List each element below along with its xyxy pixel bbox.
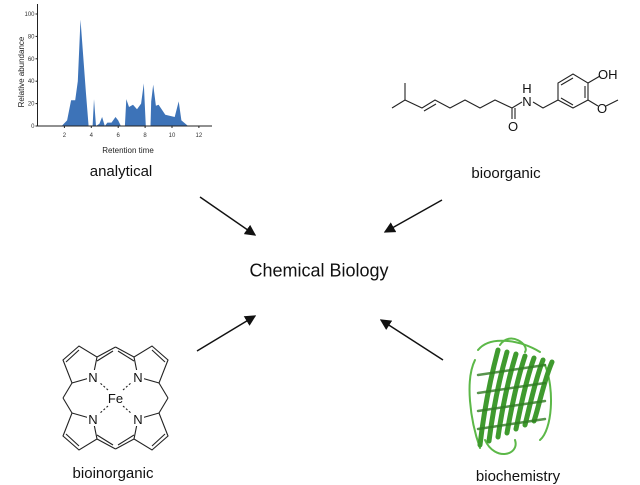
beta-strand: [531, 359, 555, 424]
x-tick-label: 10: [169, 133, 176, 139]
x-tick-label: 12: [196, 133, 203, 139]
meso-bond: [62, 382, 73, 399]
label-biochemistry: biochemistry: [475, 468, 561, 485]
double-bond: [96, 434, 114, 446]
x-tick-label: 8: [143, 133, 147, 139]
atom-o-carbonyl: O: [508, 119, 518, 134]
meso-bond: [96, 346, 116, 358]
meso-bond: [158, 397, 169, 414]
atom-n: N: [133, 370, 142, 385]
pyrrole-ring: [62, 412, 98, 451]
beta-strand: [486, 349, 510, 444]
ring-double: [560, 77, 574, 86]
coordination-bond: [98, 381, 109, 391]
meso-bond: [96, 438, 116, 450]
arrow-bioorganic: [383, 199, 443, 233]
x-tick-label: 2: [63, 133, 67, 139]
loop: [468, 359, 481, 449]
protein-ribbon: [468, 337, 555, 455]
x-axis-label: Retention time: [102, 146, 154, 155]
y-tick-label: 80: [28, 34, 35, 40]
double-bond: [151, 433, 166, 447]
ring-double: [560, 97, 574, 106]
bond: [532, 73, 589, 109]
y-tick-label: 20: [28, 102, 35, 108]
arrow-biochemistry: [379, 319, 444, 361]
label-bioinorganic: bioinorganic: [72, 465, 154, 482]
y-tick-label: 60: [28, 57, 35, 63]
beta-strand: [504, 353, 528, 436]
atom-oh: OH: [598, 67, 618, 82]
pyrrole-ring: [133, 345, 169, 384]
y-tick-label: 100: [24, 12, 35, 18]
meso-bond: [115, 438, 135, 450]
meso-bond: [62, 397, 73, 414]
center-label: Chemical Biology: [249, 260, 389, 281]
atom-bg: [87, 370, 99, 384]
label-analytical: analytical: [89, 163, 153, 180]
atom-bg: [132, 370, 144, 384]
beta-strand: [477, 347, 501, 448]
atom-n: N: [88, 412, 97, 427]
atom-h: H: [522, 81, 531, 96]
pyrrole-ring: [62, 345, 98, 384]
beta-strand: [495, 351, 519, 440]
atom-n: N: [133, 412, 142, 427]
atom-fe: Fe: [108, 391, 123, 406]
beta-strand-back: [476, 381, 547, 395]
arrow-bioinorganic: [196, 315, 257, 352]
coordination-bond: [122, 405, 133, 415]
pyrrole-ring: [133, 412, 169, 451]
coordination-bond: [122, 381, 133, 391]
bond: [587, 75, 601, 84]
chromatogram-area: [61, 19, 189, 127]
beta-strand-back: [476, 399, 547, 413]
y-tick-label: 0: [31, 124, 35, 130]
arrow-analytical: [199, 196, 257, 236]
loop: [484, 439, 517, 455]
label-bioorganic: bioorganic: [471, 165, 541, 182]
double-bond: [117, 434, 135, 446]
arrows: [196, 196, 444, 361]
atom-n: N: [522, 94, 531, 109]
loop: [499, 337, 527, 353]
meso-bond: [115, 346, 135, 358]
atom-o-methoxy: O: [597, 101, 607, 116]
atom-n: N: [88, 370, 97, 385]
bond: [587, 99, 599, 107]
porphyrin-structure: N N N N Fe: [62, 345, 169, 451]
atom-bg: [87, 412, 99, 426]
loop: [477, 339, 541, 353]
meso-bond: [158, 382, 169, 399]
y-axis-label: Relative abundance: [17, 36, 26, 107]
atom-bg: [132, 412, 144, 426]
double-bond: [423, 103, 437, 112]
x-tick-label: 6: [117, 133, 121, 139]
beta-strand-back: [476, 417, 547, 431]
double-bond: [96, 350, 114, 362]
bond: [605, 99, 619, 107]
bond: [391, 99, 523, 109]
double-bond: [65, 349, 80, 363]
double-bond: [151, 349, 166, 363]
beta-strand-back: [476, 363, 547, 377]
x-tick-label: 4: [90, 133, 94, 139]
chromatogram-chart: 2 4 6 8 10 12 0 20 40 60 80 100 Retention time Relati…: [17, 4, 212, 155]
double-bond: [65, 433, 80, 447]
capsaicin-structure: NH O OH O: [391, 67, 619, 134]
y-tick-label: 40: [28, 79, 35, 85]
coordination-bond: [98, 405, 109, 415]
double-bond: [117, 350, 135, 362]
